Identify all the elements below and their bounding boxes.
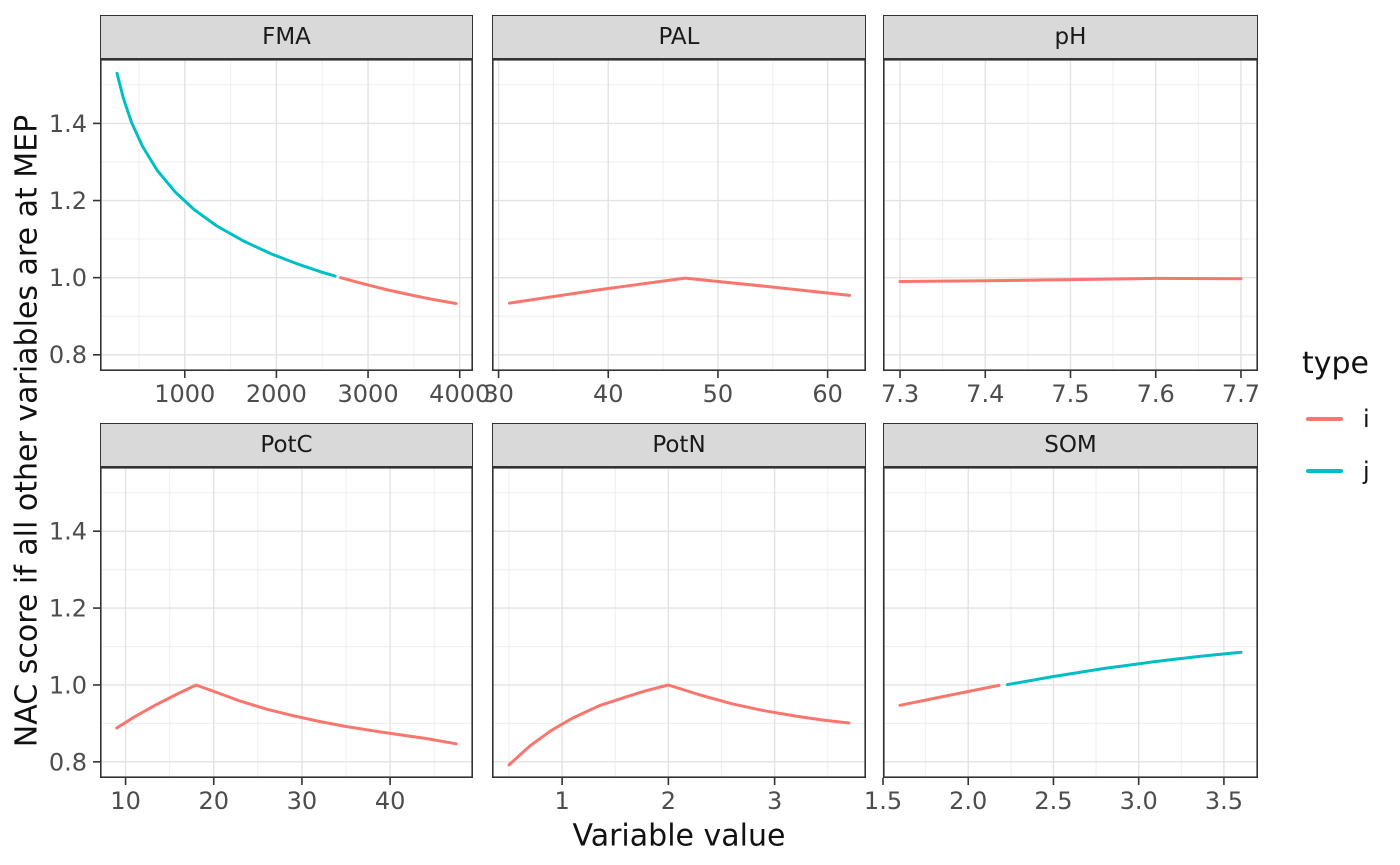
svg-text:3.5: 3.5 <box>1205 787 1243 815</box>
facet-strip: PotN <box>492 423 866 467</box>
facet-pal: PAL 30 40 50 60 <box>483 15 866 408</box>
facet-panel: 1000 2000 3000 4000 0.8 1.0 1.2 1.4 <box>49 59 490 408</box>
facet-panel: 7.3 7.4 7.5 7.6 7.7 <box>881 59 1260 408</box>
facet-potc: PotC 10 20 30 40 0.8 1.0 1.2 1.4 <box>49 423 473 815</box>
svg-text:7.6: 7.6 <box>1137 380 1175 408</box>
svg-text:3000: 3000 <box>338 380 399 408</box>
svg-text:4000: 4000 <box>429 380 490 408</box>
facet-panel: 1.5 2.0 2.5 3.0 3.5 <box>864 467 1258 815</box>
strip-label: PotN <box>652 432 706 458</box>
strip-label: FMA <box>262 24 311 50</box>
svg-text:7.7: 7.7 <box>1222 380 1260 408</box>
svg-text:2: 2 <box>661 787 676 815</box>
svg-text:1.0: 1.0 <box>49 264 87 292</box>
svg-text:1.4: 1.4 <box>49 518 87 546</box>
svg-text:1.0: 1.0 <box>49 671 87 699</box>
strip-label: PotC <box>260 432 313 458</box>
strip-label: pH <box>1054 24 1087 50</box>
svg-text:0.8: 0.8 <box>49 341 87 369</box>
facet-strip: PotC <box>100 423 473 467</box>
svg-text:7.3: 7.3 <box>881 380 919 408</box>
svg-text:1: 1 <box>554 787 569 815</box>
svg-text:2.5: 2.5 <box>1034 787 1072 815</box>
svg-text:3: 3 <box>767 787 782 815</box>
facet-strip: FMA <box>100 15 473 59</box>
facet-ph: pH 7.3 7.4 7.5 7.6 7.7 <box>881 15 1260 408</box>
svg-text:1.2: 1.2 <box>49 187 87 215</box>
svg-text:0.8: 0.8 <box>49 748 87 776</box>
svg-text:1000: 1000 <box>154 380 215 408</box>
svg-text:2.0: 2.0 <box>949 787 987 815</box>
svg-text:1.4: 1.4 <box>49 110 87 138</box>
legend-label-i: i <box>1363 405 1370 433</box>
facet-fma: FMA 1000 2000 3000 4000 0.8 1.0 1.2 1.4 <box>49 15 490 408</box>
legend-key-line-j <box>1306 469 1343 473</box>
facet-panel: 10 20 30 40 0.8 1.0 1.2 1.4 <box>49 467 473 815</box>
facet-potn: PotN 1 2 3 <box>492 423 866 815</box>
svg-text:7.4: 7.4 <box>966 380 1004 408</box>
y-axis-title: NAC score if all other variables are at … <box>9 114 45 748</box>
legend-entry-j: j <box>1300 457 1370 485</box>
svg-text:40: 40 <box>593 380 624 408</box>
facet-som: SOM 1.5 2.0 2.5 3.0 3.5 <box>864 423 1258 815</box>
facet-strip: pH <box>883 15 1258 59</box>
svg-text:7.5: 7.5 <box>1051 380 1089 408</box>
legend-entry-i: i <box>1300 405 1370 433</box>
legend-label-j: j <box>1363 457 1370 485</box>
svg-text:60: 60 <box>812 380 843 408</box>
svg-text:3.0: 3.0 <box>1120 787 1158 815</box>
svg-text:2000: 2000 <box>246 380 307 408</box>
facet-strip: PAL <box>492 15 866 59</box>
legend-title: type <box>1302 346 1370 381</box>
facet-strip: SOM <box>883 423 1258 467</box>
svg-text:1.2: 1.2 <box>49 594 87 622</box>
svg-text:20: 20 <box>198 787 229 815</box>
facet-panel: 1 2 3 <box>492 467 866 815</box>
strip-label: SOM <box>1044 432 1097 458</box>
svg-text:40: 40 <box>375 787 406 815</box>
svg-text:30: 30 <box>287 787 318 815</box>
x-axis-title: Variable value <box>572 818 786 854</box>
svg-text:50: 50 <box>703 380 734 408</box>
legend-key-line-i <box>1306 417 1343 421</box>
strip-label: PAL <box>658 24 700 50</box>
facet-panel: 30 40 50 60 <box>483 59 866 408</box>
svg-text:30: 30 <box>483 380 514 408</box>
legend: type i j <box>1300 346 1370 485</box>
svg-text:1.5: 1.5 <box>864 787 902 815</box>
svg-text:10: 10 <box>110 787 141 815</box>
